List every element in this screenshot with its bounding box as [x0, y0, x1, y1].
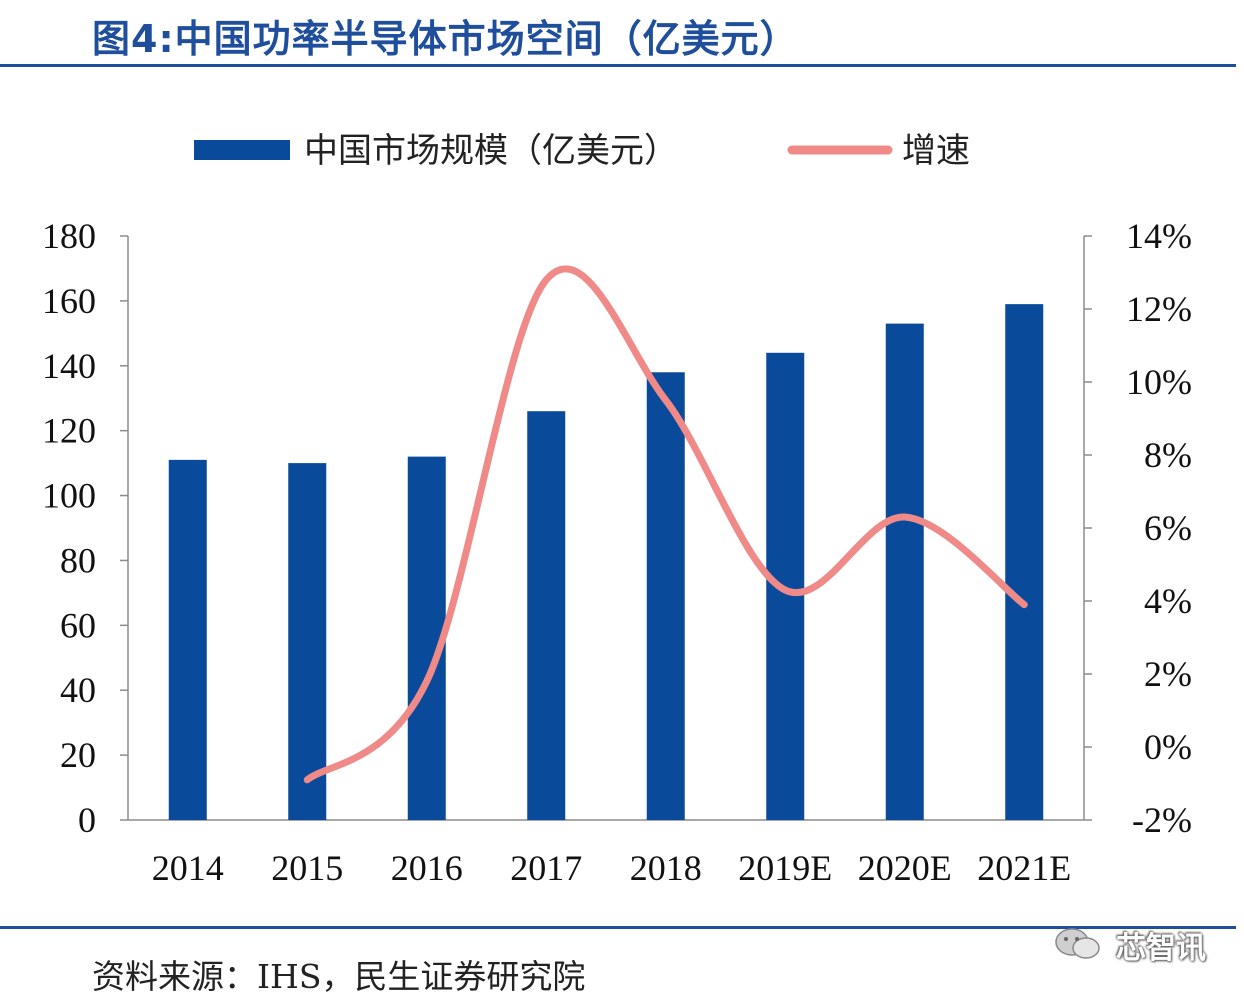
x-tick-label: 2019E — [738, 848, 832, 888]
top-rule — [0, 64, 1236, 67]
y-right-tick-label: 6% — [1144, 508, 1192, 548]
legend-label-line: 增速 — [902, 131, 970, 171]
bar — [1005, 304, 1044, 821]
y-right-tick-label: 14% — [1126, 216, 1192, 256]
x-tick-label: 2020E — [858, 848, 952, 888]
header: 图4:中国功率半导体市场空间（亿美元） — [0, 0, 1244, 70]
y-right-tick-label: 10% — [1126, 362, 1192, 402]
y-left-tick-label: 140 — [42, 346, 96, 386]
growth-line-group — [303, 265, 1028, 784]
source-note: 资料来源：IHS，民生证券研究院 — [92, 957, 586, 996]
y-left-tick-label: 40 — [60, 670, 96, 710]
x-tick-label: 2015 — [271, 848, 343, 888]
figure-title: 图4:中国功率半导体市场空间（亿美元） — [92, 17, 799, 61]
growth-line — [303, 265, 1028, 784]
y-left-tick-labels: 0 20 40 60 80 100 120 140 160 180 — [42, 216, 96, 840]
legend-label-bar: 中国市场规模（亿美元） — [304, 131, 678, 171]
bars — [168, 304, 1044, 821]
y-right-tick-label: -2% — [1132, 800, 1192, 840]
bar — [288, 463, 327, 820]
legend-swatch-bar — [194, 140, 290, 160]
x-tick-label: 2018 — [630, 848, 702, 888]
x-tick-labels: 2014 2015 2016 2017 2018 2019E 2020E 2021E — [152, 848, 1072, 888]
y-left-tick-label: 20 — [60, 735, 96, 775]
x-tick-label: 2021E — [977, 848, 1071, 888]
y-right-tick-label: 4% — [1144, 581, 1192, 621]
y-right-tick-labels: -2% 0% 2% 4% 6% 8% 10% 12% 14% — [1126, 216, 1192, 840]
watermark-text: 芯智讯 — [1116, 931, 1206, 966]
x-tick-label: 2014 — [152, 848, 224, 888]
chart: 中国市场规模（亿美元） 增速 2014 2015 2016 2017 2018 2019E… — [42, 131, 1192, 888]
y-left-tick-label: 0 — [78, 800, 96, 840]
y-right-tick-label: 2% — [1144, 654, 1192, 694]
wechat-icon — [1055, 928, 1100, 959]
bar — [527, 411, 566, 820]
bar — [168, 459, 207, 820]
x-tick-label: 2017 — [510, 848, 582, 888]
y-right-tick-label: 8% — [1144, 435, 1192, 475]
bottom-rule — [0, 926, 1236, 929]
y-left-tick-label: 160 — [42, 281, 96, 321]
x-tick-label: 2016 — [391, 848, 463, 888]
axes — [120, 235, 1092, 821]
y-left-tick-label: 120 — [42, 411, 96, 451]
bar — [885, 323, 924, 820]
y-left-tick-label: 80 — [60, 540, 96, 580]
y-left-tick-label: 60 — [60, 605, 96, 645]
bar — [646, 372, 685, 820]
legend: 中国市场规模（亿美元） 增速 — [194, 131, 970, 171]
y-left-tick-label: 100 — [42, 476, 96, 516]
y-right-tick-label: 12% — [1126, 289, 1192, 329]
y-right-tick-label: 0% — [1144, 727, 1192, 767]
y-left-tick-label: 180 — [42, 216, 96, 256]
watermark: 芯智讯 — [1048, 918, 1228, 968]
